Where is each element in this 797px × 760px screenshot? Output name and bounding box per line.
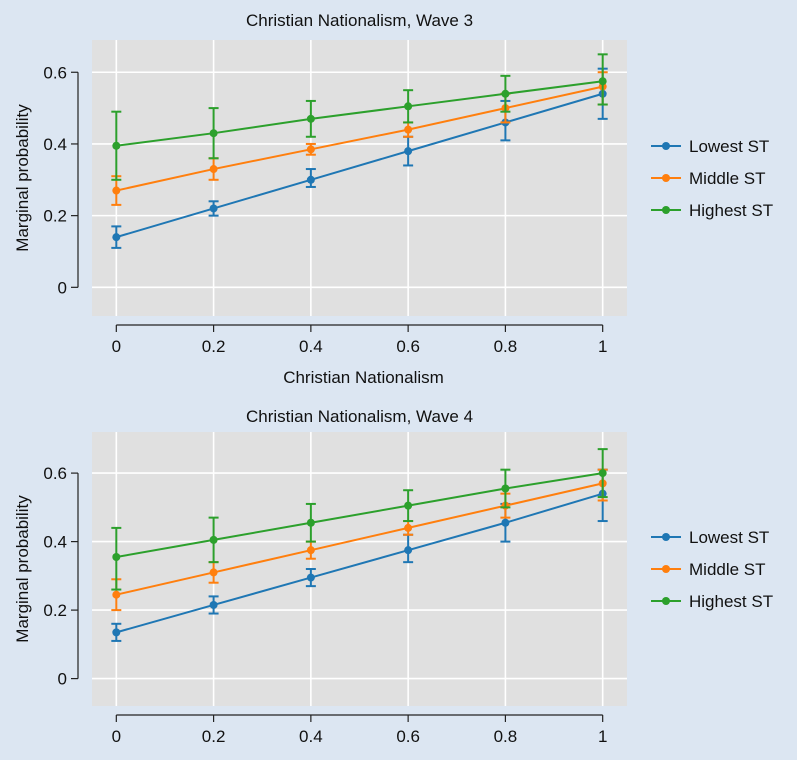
x-tick-label: 1 xyxy=(598,727,607,746)
legend-label: Lowest ST xyxy=(689,528,769,547)
data-point xyxy=(306,145,315,154)
data-point xyxy=(112,553,121,562)
legend-label: Middle ST xyxy=(689,560,766,579)
x-tick-label: 0 xyxy=(112,727,121,746)
data-point xyxy=(598,469,607,478)
data-point xyxy=(404,501,413,510)
data-point xyxy=(501,89,510,98)
data-point xyxy=(112,628,121,637)
data-point xyxy=(112,590,121,599)
data-point xyxy=(404,102,413,111)
data-point xyxy=(501,484,510,493)
y-axis-label: Marginal probability xyxy=(13,104,32,252)
y-tick-label: 0.6 xyxy=(43,63,67,82)
y-tick-label: 0.4 xyxy=(43,533,67,552)
x-axis-label: Christian Nationalism xyxy=(283,758,444,760)
series-highest-st xyxy=(111,448,608,591)
legend-marker xyxy=(662,565,670,573)
x-tick-label: 0.2 xyxy=(202,337,226,356)
x-tick-label: 0 xyxy=(112,337,121,356)
plot-area xyxy=(92,432,627,706)
y-tick-label: 0 xyxy=(58,278,67,297)
x-tick-label: 0.8 xyxy=(494,727,518,746)
series-line-highest-st xyxy=(116,472,603,558)
y-tick-label: 0.6 xyxy=(43,464,67,483)
legend-marker xyxy=(662,174,670,182)
x-axis-label: Christian Nationalism xyxy=(283,368,444,387)
series-highest-st xyxy=(111,53,608,181)
data-point xyxy=(112,233,121,242)
legend-marker xyxy=(662,142,670,150)
data-point xyxy=(209,129,218,138)
data-point xyxy=(209,568,218,577)
legend-marker xyxy=(662,206,670,214)
data-point xyxy=(404,546,413,555)
data-point xyxy=(209,600,218,609)
legend-label: Lowest ST xyxy=(689,137,769,156)
legend: Lowest ST Middle ST Highest ST xyxy=(651,528,773,611)
data-point xyxy=(404,147,413,156)
data-point xyxy=(209,535,218,544)
series-line-lowest-st xyxy=(116,492,603,634)
chart-panel-wave-4: Christian Nationalism, Wave 4 0 0.2 0.4 0.6 0… xyxy=(13,407,773,760)
x-tick-label: 1 xyxy=(598,337,607,356)
data-point xyxy=(501,518,510,527)
chart-title: Christian Nationalism, Wave 4 xyxy=(246,407,473,426)
data-point xyxy=(306,114,315,123)
x-tick-label: 0.4 xyxy=(299,337,323,356)
legend: Lowest ST Middle ST Highest ST xyxy=(651,137,773,220)
legend-label: Highest ST xyxy=(689,201,773,220)
legend-marker xyxy=(662,533,670,541)
data-point xyxy=(306,518,315,527)
y-tick-label: 0.4 xyxy=(43,135,67,154)
data-point xyxy=(306,573,315,582)
series-line-middle-st xyxy=(116,482,603,596)
legend-label: Highest ST xyxy=(689,592,773,611)
legend-label: Middle ST xyxy=(689,169,766,188)
y-tick-label: 0.2 xyxy=(43,601,67,620)
x-tick-label: 0.4 xyxy=(299,727,323,746)
chart-panel-wave-3: Christian Nationalism, Wave 3 0 0.2 0.4 0.6 0… xyxy=(13,11,773,387)
chart-title: Christian Nationalism, Wave 3 xyxy=(246,11,473,30)
x-tick-label: 0.2 xyxy=(202,727,226,746)
series-lowest-st xyxy=(111,468,608,642)
series-line-middle-st xyxy=(116,85,603,192)
data-point xyxy=(404,125,413,134)
series-line-highest-st xyxy=(116,80,603,147)
data-point xyxy=(404,523,413,532)
series-line-lowest-st xyxy=(116,92,603,239)
data-point xyxy=(306,546,315,555)
data-point xyxy=(209,204,218,213)
data-point xyxy=(112,141,121,150)
y-tick-label: 0 xyxy=(58,670,67,689)
x-tick-label: 0.6 xyxy=(396,727,420,746)
data-point xyxy=(306,175,315,184)
y-axis-label: Marginal probability xyxy=(13,495,32,643)
y-tick-label: 0.2 xyxy=(43,207,67,226)
data-point xyxy=(209,165,218,174)
legend-marker xyxy=(662,597,670,605)
plot-area xyxy=(92,40,627,316)
data-point xyxy=(112,186,121,195)
x-tick-label: 0.8 xyxy=(494,337,518,356)
x-tick-label: 0.6 xyxy=(396,337,420,356)
data-point xyxy=(598,77,607,86)
